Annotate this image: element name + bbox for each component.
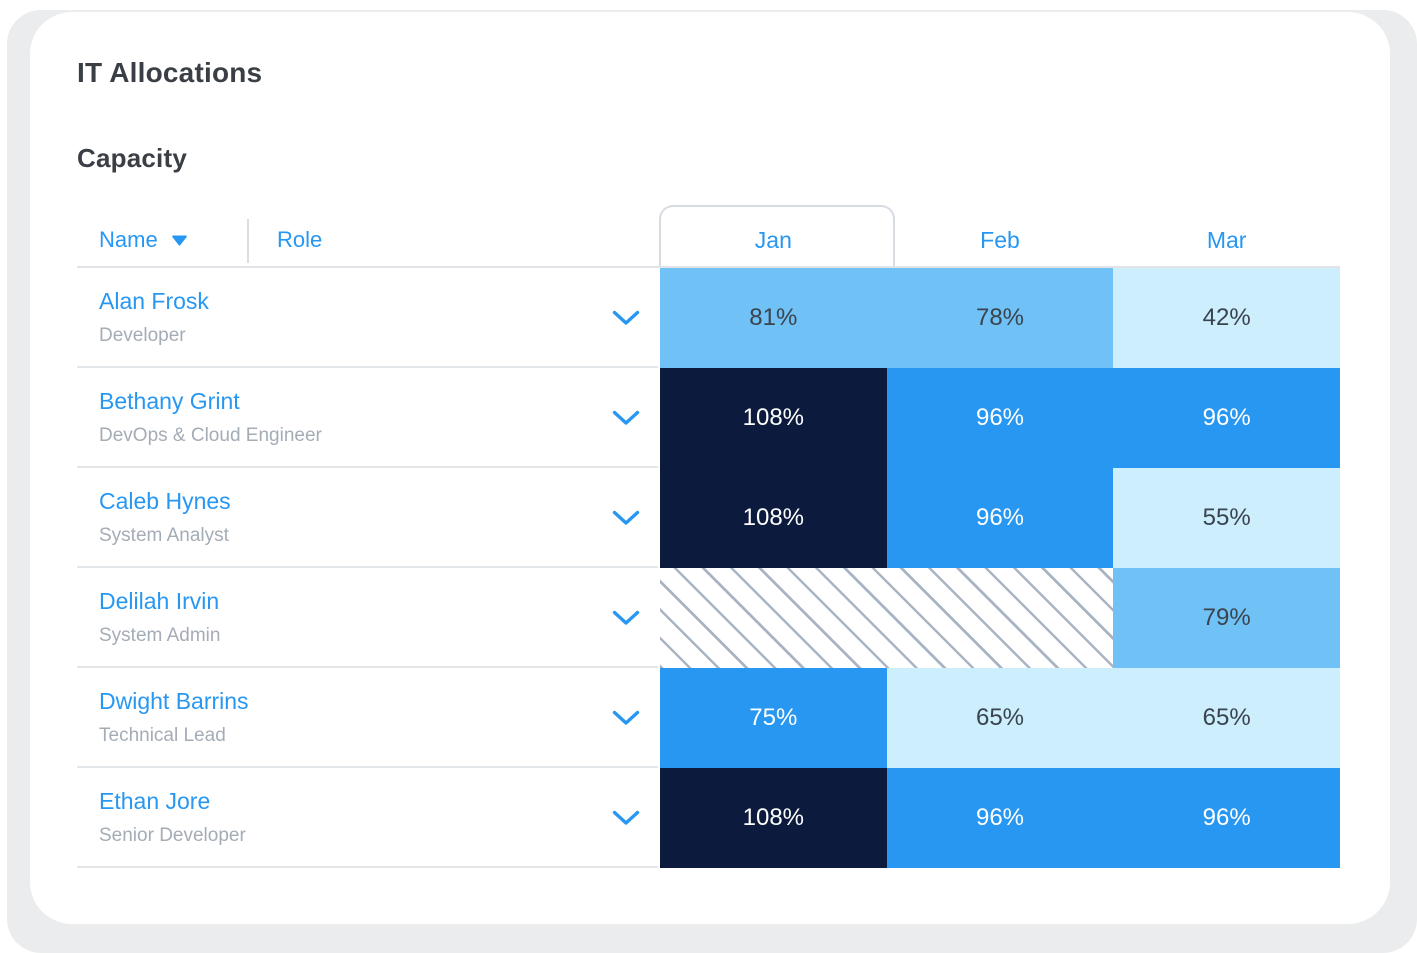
capacity-value: 96% (1202, 404, 1251, 431)
capacity-cell[interactable]: 42% (1113, 268, 1340, 368)
capacity-value: 79% (1202, 604, 1251, 631)
capacity-value: 65% (1202, 704, 1251, 731)
role-column-label: Role (277, 227, 323, 252)
person-row[interactable]: Caleb Hynes System Analyst (77, 468, 658, 568)
capacity-cell[interactable]: 96% (886, 368, 1114, 468)
capacity-cell[interactable]: 81% (660, 268, 887, 368)
person-role: System Analyst (99, 525, 229, 546)
chevron-down-icon[interactable] (612, 310, 640, 326)
capacity-cell[interactable]: 78% (886, 268, 1114, 368)
chevron-down-icon[interactable] (612, 510, 640, 526)
capacity-cell[interactable]: 55% (1113, 468, 1340, 568)
capacity-cell[interactable]: 108% (660, 768, 887, 868)
person-role: Senior Developer (99, 825, 246, 846)
capacity-value: 81% (749, 304, 798, 331)
capacity-value: 42% (1202, 304, 1251, 331)
capacity-cell[interactable]: 96% (886, 468, 1114, 568)
name-column-label: Name (99, 227, 158, 252)
capacity-cell-unavailable[interactable] (660, 568, 1114, 668)
person-row[interactable]: Bethany Grint DevOps & Cloud Engineer (77, 368, 658, 468)
person-role: Technical Lead (99, 725, 226, 746)
capacity-value: 55% (1202, 504, 1251, 531)
page-title: IT Allocations (77, 57, 263, 88)
header-column-divider (247, 219, 249, 263)
person-name: Caleb Hynes (99, 488, 231, 514)
capacity-cell[interactable]: 79% (1113, 568, 1340, 668)
capacity-value: 78% (975, 304, 1025, 331)
capacity-value: 96% (1202, 804, 1251, 831)
person-role: System Admin (99, 625, 221, 646)
person-role: Developer (99, 325, 186, 346)
chevron-down-icon[interactable] (612, 810, 640, 826)
person-name: Dwight Barrins (99, 688, 249, 714)
person-row[interactable]: Delilah Irvin System Admin (77, 568, 658, 668)
month-tab-mar[interactable]: Mar (1113, 215, 1340, 265)
person-name: Delilah Irvin (99, 588, 220, 614)
capacity-value: 96% (975, 404, 1025, 431)
person-name: Ethan Jore (99, 788, 211, 814)
column-header-role: Role (277, 215, 322, 265)
capacity-matrix: 81% 78% 42% 108% 96% 96% 108% 96% 55% 79% 75% 65% 65… (660, 268, 1340, 868)
person-name: Bethany Grint (99, 388, 240, 414)
capacity-value: 65% (975, 704, 1025, 731)
month-headers: Jan Feb Mar (660, 215, 1340, 265)
column-header-name-sort[interactable]: Name (99, 215, 188, 265)
capacity-cell[interactable]: 108% (660, 368, 887, 468)
capacity-value: 96% (975, 804, 1025, 831)
capacity-value: 108% (742, 804, 805, 831)
person-name: Alan Frosk (99, 288, 209, 314)
capacity-cell[interactable]: 108% (660, 468, 887, 568)
person-role: DevOps & Cloud Engineer (99, 425, 322, 446)
person-row[interactable]: Alan Frosk Developer (77, 268, 658, 368)
chevron-down-icon[interactable] (612, 710, 640, 726)
capacity-value: 75% (749, 704, 798, 731)
section-title: Capacity (77, 143, 187, 173)
people-rows: Alan Frosk Developer Bethany Grint DevOps &… (77, 268, 658, 868)
chevron-down-icon[interactable] (612, 410, 640, 426)
month-tab-jan[interactable]: Jan (660, 215, 887, 265)
capacity-cell[interactable]: 75% (660, 668, 887, 768)
capacity-value: 108% (742, 504, 805, 531)
header-underline (77, 266, 1340, 268)
capacity-cell[interactable]: 96% (1113, 768, 1340, 868)
capacity-cell[interactable]: 96% (886, 768, 1114, 868)
capacity-value: 96% (975, 504, 1025, 531)
person-row[interactable]: Dwight Barrins Technical Lead (77, 668, 658, 768)
month-tab-feb[interactable]: Feb (887, 215, 1114, 265)
sort-caret-down-icon (171, 235, 188, 246)
capacity-value: 108% (742, 404, 805, 431)
chevron-down-icon[interactable] (612, 610, 640, 626)
capacity-cell[interactable]: 65% (1113, 668, 1340, 768)
capacity-cell[interactable]: 96% (1113, 368, 1340, 468)
capacity-cell[interactable]: 65% (886, 668, 1114, 768)
person-row[interactable]: Ethan Jore Senior Developer (77, 768, 658, 868)
allocations-card: IT Allocations Capacity Name Role Jan Feb… (30, 12, 1390, 924)
